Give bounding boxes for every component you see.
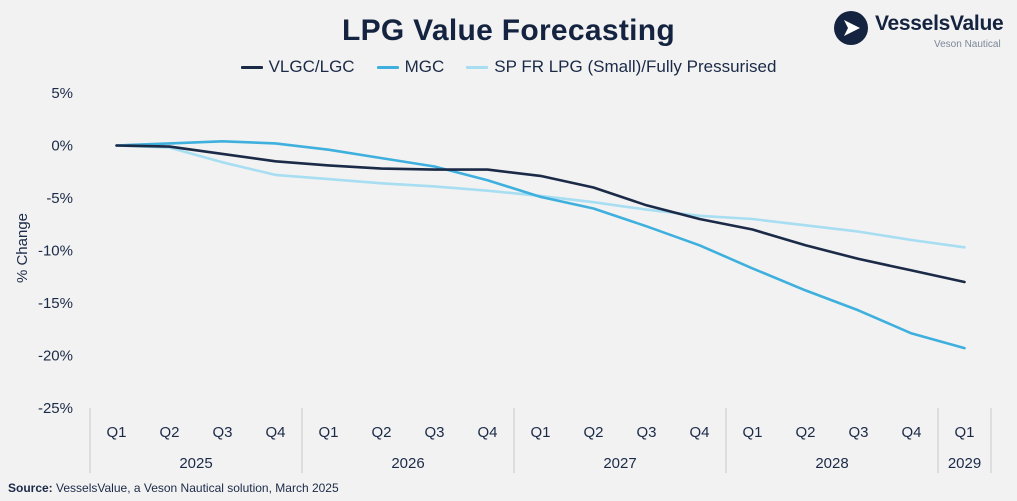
legend-swatch [466, 65, 489, 69]
x-tick-label: Q1 [742, 424, 762, 441]
x-tick-label: Q4 [265, 424, 285, 441]
x-tick-label: Q3 [848, 424, 868, 441]
x-year-label: 2029 [948, 455, 981, 472]
y-tick-label: -5% [46, 190, 73, 207]
y-axis: 5% 0% -5% -10% -15% -20% -25% [38, 85, 73, 417]
x-tick-label: Q1 [954, 424, 974, 441]
legend-label: SP FR LPG (Small)/Fully Pressurised [494, 57, 777, 76]
y-tick-label: -15% [38, 295, 73, 312]
legend-swatch [240, 65, 263, 69]
legend-item: VLGC/LGC [240, 57, 355, 77]
legend-label: MGC [404, 57, 445, 76]
x-tick-label: Q3 [212, 424, 232, 441]
source-text: VesselsValue, a Veson Nautical solution,… [56, 481, 339, 495]
y-axis-label: % Change [14, 213, 31, 283]
x-tick-label: Q4 [901, 424, 921, 441]
x-year-label: 2027 [603, 455, 636, 472]
y-tick-label: -25% [38, 400, 73, 417]
x-tick-label: Q2 [371, 424, 391, 441]
source-label: Source: [8, 481, 53, 495]
x-year-label: 2025 [179, 455, 212, 472]
x-tick-label: Q3 [636, 424, 656, 441]
x-tick-label: Q1 [318, 424, 338, 441]
x-axis: Q1 Q2 Q3 Q4 Q1 Q2 Q3 Q4 Q1 Q2 Q3 Q4 Q1 Q2 Q3 Q4 Q1 2025 20… [89, 408, 992, 473]
series-line-mgc [115, 140, 966, 350]
logo-name: VesselsValue [875, 12, 1004, 35]
chart-legend: VLGC/LGC MGC SP FR LPG (Small)/Fully Press… [0, 56, 1017, 78]
y-tick-label: -20% [38, 348, 73, 365]
legend-item: MGC [376, 57, 445, 77]
x-year-label: 2026 [391, 455, 424, 472]
x-tick-label: Q2 [583, 424, 603, 441]
x-tick-label: Q3 [424, 424, 444, 441]
series-line-vlgc-lgc [115, 144, 966, 284]
x-year-label: 2028 [815, 455, 848, 472]
x-tick-label: Q1 [530, 424, 550, 441]
vesselsvalue-logo: VesselsValue Veson Nautical [833, 10, 1013, 52]
source-note: Source: VesselsValue, a Veson Nautical s… [8, 481, 339, 495]
y-tick-label: 5% [51, 85, 73, 102]
x-tick-label: Q2 [159, 424, 179, 441]
y-tick-label: 0% [51, 138, 73, 155]
vesselsvalue-logo-icon [834, 11, 868, 45]
series-layer [115, 140, 966, 350]
chart-title: LPG Value Forecasting [341, 14, 676, 47]
x-tick-label: Q2 [795, 424, 815, 441]
y-tick-label: -10% [38, 243, 73, 260]
x-tick-label: Q4 [477, 424, 497, 441]
legend-label: VLGC/LGC [268, 57, 355, 76]
legend-item: SP FR LPG (Small)/Fully Pressurised [466, 57, 776, 77]
legend-swatch [376, 65, 399, 69]
logo-subtitle: Veson Nautical [934, 39, 1001, 50]
x-tick-label: Q1 [106, 424, 126, 441]
x-tick-label: Q4 [689, 424, 709, 441]
